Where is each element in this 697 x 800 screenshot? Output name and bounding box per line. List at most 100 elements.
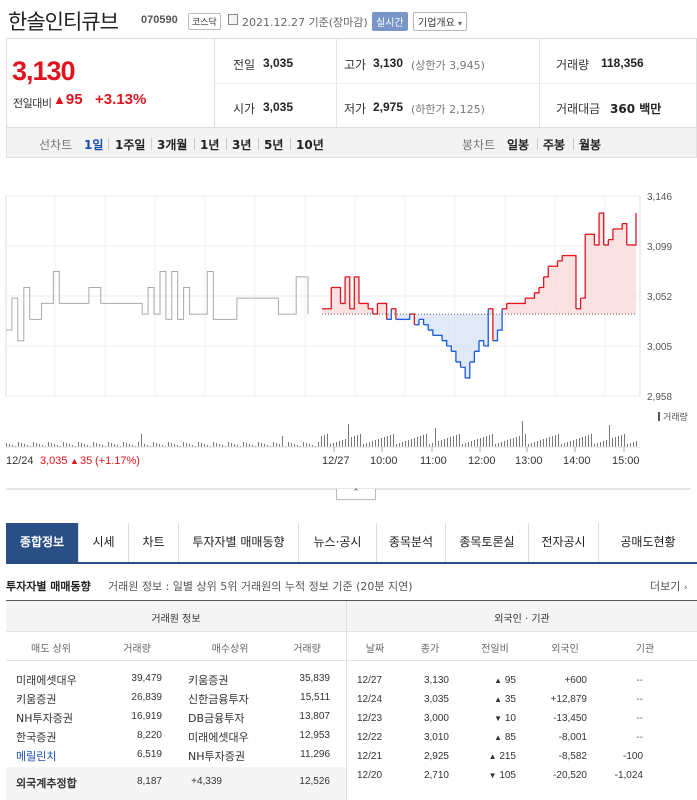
volume-bar <box>201 443 202 447</box>
volume-bar <box>354 436 355 447</box>
volume-bar <box>360 434 361 447</box>
realtime-button[interactable]: 실시간 <box>372 12 408 31</box>
volume-bar <box>138 442 139 447</box>
low-label: 저가 <box>344 102 367 116</box>
down-fill <box>492 314 498 341</box>
volume-bar <box>246 443 247 447</box>
down-fill <box>386 314 392 320</box>
buy-broker[interactable]: 미래에셋대우 <box>188 731 249 744</box>
intraday-chart[interactable]: 3,146 3,099 3,052 3,005 2,958 12/27 10:00 11:0… <box>0 160 697 490</box>
volume-bar <box>258 442 259 447</box>
tab-quote[interactable]: 시세 <box>79 523 129 562</box>
volume-bar <box>567 442 568 447</box>
row-change-value: 35 <box>504 694 516 705</box>
volume-bar <box>378 439 379 447</box>
buy-broker[interactable]: DB금융투자 <box>188 712 245 725</box>
volume-bar <box>426 434 427 447</box>
down-fill <box>423 314 429 325</box>
tab-summary[interactable]: 종합정보 <box>6 523 79 562</box>
buy-broker[interactable]: 키움증권 <box>188 674 229 687</box>
sell-broker[interactable]: 한국증권 <box>16 731 57 744</box>
volume-bar <box>21 443 22 447</box>
price-summary <box>6 38 214 128</box>
col-buy-vol: 거래량 <box>293 644 321 655</box>
up-fill <box>612 228 618 315</box>
sell-broker[interactable]: 키움증권 <box>16 693 57 706</box>
x-axis: 12/27 10:00 11:00 12:00 13:00 14:00 15:00 <box>322 447 640 467</box>
tab-discussion[interactable]: 종목토론실 <box>446 523 529 562</box>
period-1y[interactable]: 1년 <box>200 138 220 152</box>
y-axis: 3,146 3,099 3,052 3,005 2,958 <box>647 192 672 403</box>
price-line-segment <box>418 318 425 325</box>
volume-bar <box>507 440 508 447</box>
volume-bar <box>264 444 265 447</box>
tab-investor[interactable]: 투자자별 매매동향 <box>179 523 299 562</box>
volume-bar <box>153 442 154 447</box>
candle-day[interactable]: 일봉 <box>507 138 530 152</box>
tab-disclosure[interactable]: 전자공시 <box>529 523 599 562</box>
volume-bar <box>366 443 367 447</box>
sell-broker[interactable]: NH투자증권 <box>16 712 73 725</box>
up-fill <box>603 244 609 315</box>
sell-broker[interactable]: 메릴린치 <box>16 750 57 763</box>
down-fill <box>442 314 447 341</box>
current-price: 3,130 <box>12 56 76 86</box>
up-fill <box>539 287 544 315</box>
chevron-up-icon[interactable]: ⌃ <box>336 489 376 500</box>
period-1w[interactable]: 1주일 <box>115 138 146 152</box>
sell-broker[interactable]: 미래에셋대우 <box>16 674 77 687</box>
volume-bar <box>510 439 511 447</box>
period-10y[interactable]: 10년 <box>296 138 324 152</box>
candle-week[interactable]: 주봉 <box>543 138 566 152</box>
sell-volume: 6,519 <box>136 749 162 760</box>
buy-broker[interactable]: NH투자증권 <box>188 750 245 763</box>
separator <box>258 138 259 150</box>
change-percent: +3.13% <box>95 91 147 108</box>
price-line-segment <box>631 213 637 246</box>
period-5y[interactable]: 5년 <box>264 138 284 152</box>
down-fill <box>465 314 470 378</box>
volume-bar <box>132 445 133 447</box>
price-stats: 전일 3,035 시가 3,035 고가 3,130 (상한가 3,945) 저… <box>214 38 697 128</box>
more-link[interactable]: 더보기 › <box>650 578 687 594</box>
row-change: ▲ 35 <box>482 694 516 705</box>
volume-bar <box>471 441 472 447</box>
prev-day-change: 35 <box>80 455 92 467</box>
candle-month[interactable]: 월봉 <box>579 138 602 152</box>
change-label: 전일대비 <box>13 97 52 110</box>
prev-day-pct: (+1.17%) <box>95 455 140 467</box>
volume-bar <box>9 444 10 447</box>
tab-analysis[interactable]: 종목분석 <box>377 523 446 562</box>
price-line-segment <box>363 302 369 309</box>
tab-news[interactable]: 뉴스·공시 <box>299 523 377 562</box>
volume-bar <box>144 444 145 447</box>
up-fill <box>552 266 558 315</box>
separator <box>108 138 109 150</box>
volume-bar <box>96 443 97 447</box>
down-fill <box>451 314 456 352</box>
up-fill <box>589 234 595 315</box>
corp-info-dropdown[interactable]: 기업개요 ▾ <box>413 12 468 31</box>
volume-bar <box>348 424 349 447</box>
volume-bar <box>339 441 340 447</box>
volume-bar <box>540 440 541 447</box>
col-date: 날짜 <box>365 644 385 655</box>
tab-short-selling[interactable]: 공매도현황 <box>620 535 676 549</box>
prev-day-price: 3,035 <box>40 455 68 467</box>
price-line-segment <box>502 303 508 310</box>
volume-bar <box>459 434 460 447</box>
volume-bar <box>432 443 433 447</box>
period-3m[interactable]: 3개월 <box>157 138 188 152</box>
price-line-segment <box>368 308 374 315</box>
row-change-value: 10 <box>504 713 516 724</box>
table-row: 미래에셋대우 39,479 키움증권 35,839 <box>6 670 346 689</box>
tab-chart[interactable]: 차트 <box>129 523 179 562</box>
volume-bar <box>12 445 13 447</box>
row-inst: -- <box>636 732 643 743</box>
period-1d[interactable]: 1일 <box>84 138 104 152</box>
price-line-segment <box>594 213 600 246</box>
up-arrow-icon: ▲ <box>494 676 503 685</box>
price-line-segment <box>349 276 355 310</box>
period-3y[interactable]: 3년 <box>232 138 252 152</box>
buy-broker[interactable]: 신한금융투자 <box>188 693 249 706</box>
